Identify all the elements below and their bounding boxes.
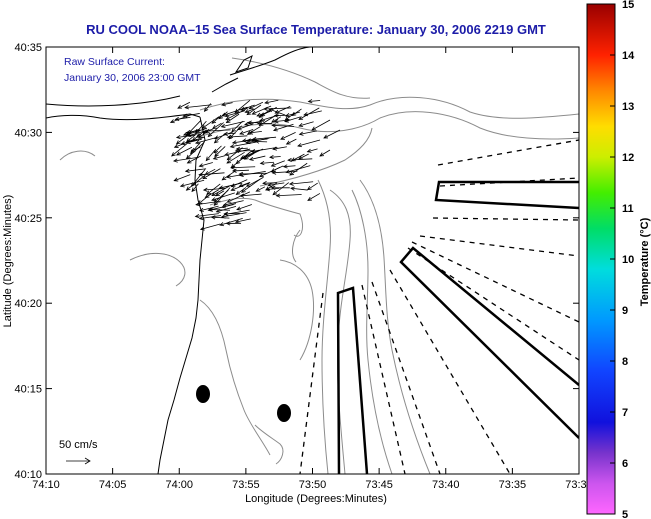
y-tick-label: 40:30 <box>14 127 42 139</box>
x-tick-label: 73:40 <box>432 479 460 491</box>
buoy-marker <box>277 404 291 422</box>
colorbar-tick-label: 9 <box>622 305 628 317</box>
axis-ticks <box>45 46 580 475</box>
colorbar-tick-label: 12 <box>622 152 634 164</box>
y-tick-label: 40:25 <box>14 213 42 225</box>
colorbar-tick-label: 14 <box>622 50 635 62</box>
colorbar-tick-label: 15 <box>622 0 634 11</box>
x-tick-label: 73:35 <box>499 479 527 491</box>
bathymetry-contours <box>59 57 579 474</box>
x-tick-label: 73:50 <box>299 479 327 491</box>
inset-current-time: January 30, 2006 23:00 GMT <box>64 72 201 84</box>
colorbar-tick-label: 11 <box>622 203 634 215</box>
y-tick-label: 40:10 <box>14 469 42 481</box>
scale-arrow <box>66 457 91 465</box>
y-tick-label: 40:15 <box>14 384 42 396</box>
buoy-marker <box>196 385 210 403</box>
x-tick-label: 74:05 <box>99 479 127 491</box>
colorbar-tick-label: 6 <box>622 458 628 470</box>
colorbar-tick-label: 5 <box>622 509 628 519</box>
inset-current-label: Raw Surface Current: <box>64 56 165 68</box>
map-title: RU COOL NOAA–15 Sea Surface Temperature:… <box>86 22 546 37</box>
colorbar <box>586 3 616 515</box>
x-tick-label: 74:10 <box>32 479 60 491</box>
colorbar-label: Temperature (°C) <box>639 217 651 306</box>
scale-bar-label: 50 cm/s <box>59 439 98 451</box>
current-vectors <box>169 99 341 231</box>
wedge-outlines <box>336 180 579 474</box>
y-tick-labels: 40:35 40:30 40:25 40:20 40:15 40:10 <box>14 42 42 481</box>
colorbar-tick-label: 8 <box>622 356 628 368</box>
y-tick-label: 40:35 <box>14 42 42 54</box>
coastline <box>46 47 311 474</box>
x-tick-label: 74:00 <box>165 479 193 491</box>
x-tick-label: 73:45 <box>365 479 393 491</box>
y-axis-label: Latitude (Degrees:Minutes) <box>2 195 14 328</box>
colorbar-tick-label: 7 <box>622 407 628 419</box>
colorbar-tick-label: 13 <box>622 101 634 113</box>
colorbar-tick-label: 10 <box>622 254 634 266</box>
colorbar-ticks: 5 6 7 8 9 10 11 12 13 14 15 <box>610 0 635 519</box>
x-axis-label: Longitude (Degrees:Minutes) <box>245 493 387 505</box>
x-tick-label: 73:30 <box>565 479 593 491</box>
x-tick-label: 73:55 <box>232 479 260 491</box>
x-tick-labels: 74:10 74:05 74:00 73:55 73:50 73:45 73:40 73:35… <box>32 479 593 491</box>
y-tick-label: 40:20 <box>14 298 42 310</box>
map-area <box>46 47 579 474</box>
